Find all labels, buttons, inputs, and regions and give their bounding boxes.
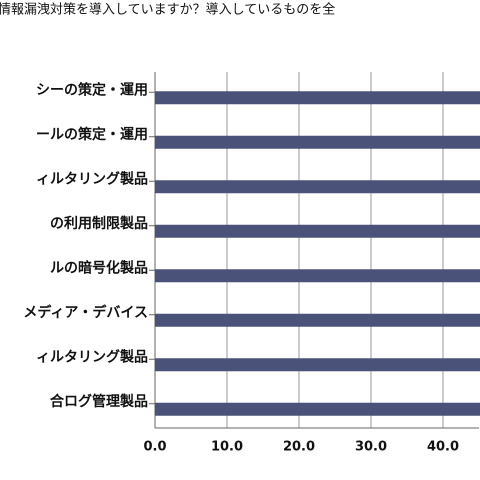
x-tick-label: 10.0 [211, 440, 243, 455]
category-label: ィルタリング製品 [36, 170, 148, 187]
x-tick-label: 20.0 [283, 440, 315, 455]
x-tick-label: 30.0 [355, 440, 387, 455]
category-label: 合ログ管理製品 [50, 393, 148, 410]
category-label: シーの策定・運用 [36, 81, 148, 98]
bar [155, 91, 480, 105]
x-tick-label: 0.0 [143, 440, 166, 455]
category-label: ルの暗号化製品 [50, 259, 148, 276]
bar [155, 313, 480, 327]
bar [155, 402, 480, 416]
category-label: ールの策定・運用 [36, 126, 148, 143]
bar [155, 269, 480, 283]
category-label: の利用制限製品 [50, 215, 148, 232]
chart-title: 情報漏洩対策を導入していますか？導入しているものを全 [0, 2, 335, 18]
category-label: ィルタリング製品 [36, 348, 148, 365]
bar [155, 180, 480, 194]
category-label: メディア・デバイス [23, 304, 148, 321]
bar [155, 224, 480, 238]
bar [155, 135, 480, 149]
x-tick-label: 40.0 [427, 440, 459, 455]
bar [155, 358, 480, 372]
